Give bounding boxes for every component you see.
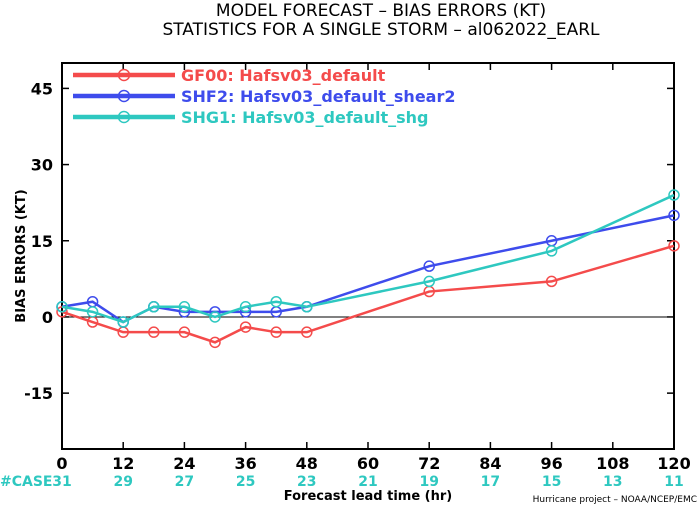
legend: GF00: Hafsv03_default SHF2: Hafsv03_defau… [73, 66, 455, 127]
case-count: 25 [236, 474, 255, 490]
data-point [270, 295, 282, 308]
x-tick-label: 84 [479, 454, 501, 473]
case-count: 11 [664, 474, 683, 490]
data-point [148, 301, 160, 313]
x-tick-label: 108 [596, 454, 629, 473]
y-tick-label: 15 [31, 232, 53, 251]
data-point [209, 336, 221, 349]
data-point [668, 240, 680, 252]
data-point [56, 301, 68, 313]
case-count: 15 [542, 474, 561, 490]
legend-swatch-marker [117, 68, 131, 82]
legend-swatch-marker [117, 110, 131, 124]
y-axis-label: BIAS ERRORS (KT) [14, 189, 29, 322]
data-point [270, 326, 282, 338]
x-tick-label: 120 [657, 454, 690, 473]
case-count: 31 [52, 474, 71, 490]
y-tick-label: -15 [24, 384, 53, 403]
x-tick-label: 12 [112, 454, 134, 473]
series-line [61, 193, 675, 324]
data-point [423, 275, 435, 288]
data-point [239, 301, 252, 313]
case-count-row: #CASE 31 29 27 25 23 21 19 17 15 13 11 [0, 474, 684, 490]
data-point [117, 316, 129, 328]
data-point [178, 301, 191, 313]
case-count: 23 [297, 474, 316, 490]
data-point [545, 275, 558, 288]
x-tick-label: 0 [56, 454, 67, 473]
data-point [301, 301, 313, 313]
credit-text: Hurricane project – NOAA/NCEP/EMC [533, 495, 697, 505]
y-tick-label: 0 [42, 308, 53, 327]
case-count: 21 [358, 474, 377, 490]
legend-label: GF00: Hafsv03_default [181, 66, 386, 85]
legend-label: SHG1: Hafsv03_default_shg [181, 108, 428, 127]
x-tick-label: 36 [234, 454, 256, 473]
data-point [148, 326, 160, 338]
case-count: 19 [419, 474, 438, 490]
data-point [668, 209, 680, 222]
data-point [668, 189, 680, 201]
y-axis-ticks: 45 30 15 0 -15 [24, 79, 674, 403]
legend-label: SHF2: Hafsv03_default_shear2 [181, 87, 455, 106]
case-count: 29 [113, 474, 132, 490]
x-tick-label: 72 [418, 454, 440, 473]
data-point [545, 245, 558, 257]
legend-swatch-marker [117, 89, 131, 103]
data-point [86, 306, 99, 318]
case-count: 13 [603, 474, 622, 490]
x-tick-label: 24 [173, 454, 195, 473]
case-count: 17 [481, 474, 500, 490]
y-tick-label: 45 [31, 79, 53, 98]
case-count: 27 [175, 474, 194, 490]
x-tick-label: 96 [540, 454, 562, 473]
data-point [301, 326, 313, 338]
x-tick-label: 48 [296, 454, 318, 473]
series-layer [56, 189, 680, 349]
chart-subtitle: STATISTICS FOR A SINGLE STORM – al062022… [162, 20, 600, 40]
x-axis-ticks: 0 12 24 36 48 60 72 84 96 108 120 [56, 63, 691, 473]
x-tick-label: 60 [357, 454, 379, 473]
x-axis-label: Forecast lead time (hr) [284, 489, 452, 504]
y-tick-label: 30 [31, 156, 53, 175]
chart-title: MODEL FORECAST – BIAS ERRORS (KT) [216, 1, 546, 21]
data-point [239, 321, 252, 333]
case-label: #CASE [0, 474, 53, 490]
data-point [423, 260, 435, 272]
data-point [178, 326, 191, 338]
data-point [209, 311, 221, 323]
